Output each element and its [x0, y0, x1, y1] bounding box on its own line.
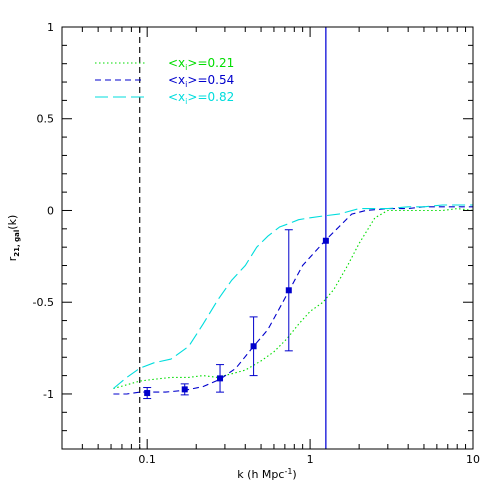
legend-label-subscript-0: i	[185, 63, 187, 72]
x-axis-label-end: )	[292, 468, 296, 481]
data-point-2	[217, 375, 224, 382]
x-tick-label-2: 10	[466, 453, 480, 466]
legend-label-end-1: >=0.54	[187, 73, 234, 87]
x-axis-label: k (h Mpc-1)	[237, 467, 296, 481]
legend: <xi>=0.21<xi>=0.54<xi>=0.82	[95, 56, 234, 106]
x-axis-label-main: k (h Mpc	[237, 468, 284, 481]
legend-label-0: <xi>=0.21	[168, 56, 234, 72]
legend-label-main-2: <x	[168, 90, 185, 104]
plot-content	[113, 27, 473, 449]
legend-label-subscript-1: i	[185, 80, 187, 89]
data-point-1	[181, 386, 188, 393]
y-tick-label-1: 0.5	[37, 113, 55, 126]
legend-label-1: <xi>=0.54	[168, 73, 234, 89]
series-line-2	[113, 204, 473, 389]
y-axis-label-subscript: 21, gal	[13, 230, 21, 257]
y-tick-label-0: 1	[47, 21, 54, 34]
y-axis-label-main: r	[6, 256, 19, 261]
legend-label-main-0: <x	[168, 56, 185, 70]
x-axis-label-superscript: -1	[284, 467, 292, 476]
legend-label-end-2: >=0.82	[187, 90, 234, 104]
y-axis-label-end: (k)	[6, 215, 19, 230]
legend-label-subscript-2: i	[185, 97, 187, 106]
legend-label-2: <xi>=0.82	[168, 90, 234, 106]
y-tick-label-4: -1	[43, 388, 54, 401]
y-axis-label: r21, gal(k)	[6, 215, 21, 261]
x-tick-label-0: 0.1	[138, 453, 156, 466]
data-point-3	[250, 343, 257, 350]
legend-label-main-1: <x	[168, 73, 185, 87]
x-tick-label-1: 1	[307, 453, 314, 466]
plot-frame	[61, 26, 474, 450]
y-tick-label-3: -0.5	[33, 296, 54, 309]
axes: 0.1 1 10 1 0.5 0 -0.5 -1	[33, 21, 480, 466]
legend-label-end-0: >=0.21	[187, 56, 234, 70]
data-point-0	[144, 390, 151, 397]
data-point-4	[285, 287, 292, 294]
y-tick-label-2: 0	[47, 204, 54, 217]
data-point-5	[322, 237, 329, 244]
